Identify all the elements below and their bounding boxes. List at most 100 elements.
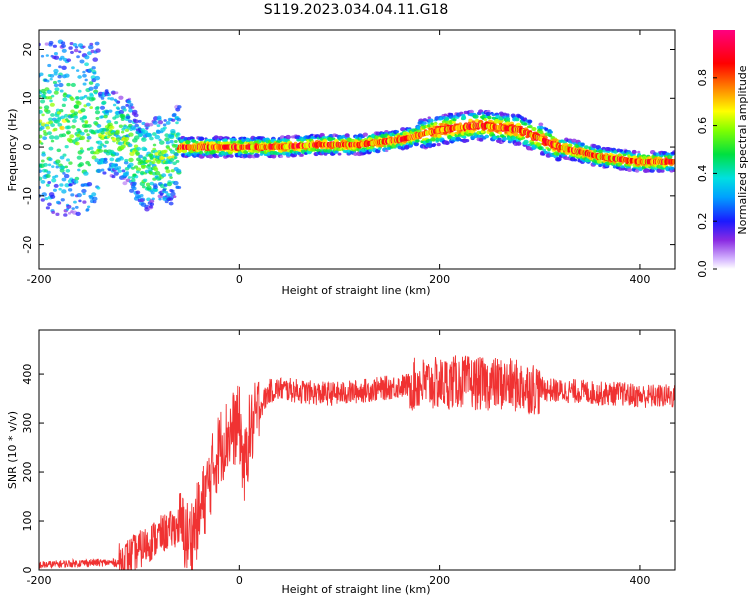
- spectral-cell: [91, 66, 96, 70]
- snr-frame: [38, 329, 676, 571]
- spectral-cell: [617, 153, 622, 157]
- spectral-cell: [627, 168, 633, 173]
- spectral-cell: [159, 155, 165, 161]
- spectral-cell: [47, 63, 52, 68]
- spectral-cell: [465, 138, 470, 143]
- spectral-cell: [122, 108, 127, 112]
- spectral-cell: [130, 166, 135, 170]
- spectral-cell: [368, 148, 373, 152]
- spectral-cell: [39, 185, 42, 190]
- spectral-cell: [137, 119, 142, 123]
- spectral-cell: [131, 178, 136, 182]
- spectral-cell: [86, 135, 92, 140]
- spectral-cell: [118, 95, 124, 100]
- spectral-cell: [57, 79, 61, 83]
- spectral-cell: [56, 148, 62, 153]
- spectral-cell: [428, 118, 434, 123]
- spectral-cell: [48, 117, 53, 122]
- spectral-cell: [458, 122, 462, 126]
- spectral-cell: [136, 146, 142, 151]
- spectral-cell: [177, 105, 182, 109]
- spectral-cell: [536, 142, 542, 147]
- spectral-cell: [80, 108, 86, 113]
- spectral-cell: [53, 90, 59, 95]
- spectral-cell: [53, 55, 60, 60]
- spectral-cell: [103, 157, 108, 161]
- spectral-cell: [59, 183, 64, 187]
- spectral-cell: [108, 168, 112, 172]
- spectral-cell: [91, 192, 97, 197]
- y-tick-label: 10: [21, 91, 34, 105]
- colorbar-tick-label: 0.8: [696, 69, 709, 87]
- spectral-cell: [74, 205, 79, 209]
- spectral-cell: [159, 140, 165, 145]
- spectral-cell: [53, 135, 60, 140]
- spectral-cell: [133, 113, 139, 118]
- spectral-cell: [175, 132, 181, 137]
- spectral-cell: [173, 139, 178, 144]
- spectral-cell: [68, 46, 73, 50]
- spectral-cell: [473, 114, 479, 119]
- spectral-cell: [165, 141, 170, 145]
- spectral-cell: [149, 205, 153, 209]
- spectral-cell: [154, 170, 161, 176]
- spectral-cell: [82, 70, 86, 74]
- spectral-cell: [103, 149, 108, 153]
- spectral-cell: [523, 117, 527, 121]
- spectral-cell: [50, 113, 55, 117]
- spectral-cell: [55, 200, 61, 205]
- spectral-cell: [73, 48, 79, 53]
- spectral-cell: [78, 50, 82, 54]
- spectral-cell: [113, 171, 119, 176]
- colorbar-tick-label: 0.6: [696, 117, 709, 135]
- spectral-cell: [46, 170, 51, 175]
- spectral-cell: [523, 139, 529, 145]
- spectral-cell: [77, 89, 82, 93]
- spectral-cell: [516, 141, 522, 146]
- spectral-cell: [48, 157, 53, 162]
- spectral-cell: [103, 144, 107, 148]
- spectral-cell: [116, 107, 121, 111]
- spectral-cell: [159, 193, 164, 196]
- spectral-cell: [170, 129, 176, 134]
- spectral-cell: [114, 114, 120, 119]
- spectral-cell: [143, 147, 148, 152]
- spectral-cell: [252, 149, 257, 153]
- spectral-cell: [84, 121, 88, 125]
- spectral-cell: [163, 119, 167, 122]
- spectral-cell: [68, 182, 73, 187]
- spectral-cell: [166, 181, 173, 187]
- spectral-cell: [49, 102, 55, 107]
- spectral-cell: [55, 165, 60, 169]
- spectral-cell: [57, 74, 62, 79]
- spectral-cell: [108, 109, 113, 113]
- spectral-cell: [84, 62, 89, 67]
- spectral-cell: [113, 163, 119, 168]
- spectral-cell: [51, 94, 55, 98]
- spectral-cell: [152, 120, 158, 125]
- spectral-cell: [39, 169, 43, 174]
- spectral-cell: [82, 45, 86, 49]
- x-tick-label: -200: [27, 574, 52, 587]
- spectral-cell: [133, 135, 140, 140]
- spectral-cell: [89, 146, 94, 150]
- spectral-cell: [76, 55, 80, 59]
- spectral-cell: [155, 130, 161, 135]
- spectral-cell: [164, 137, 170, 142]
- spectral-cell: [573, 158, 578, 162]
- spectral-cell: [60, 115, 66, 120]
- spectral-cell: [107, 97, 111, 100]
- spectral-cell: [65, 168, 71, 173]
- y-tick-label: 400: [21, 364, 34, 385]
- spectral-cell: [127, 143, 133, 148]
- spectral-cell: [98, 148, 104, 153]
- spectral-cell: [85, 208, 90, 211]
- spectral-cell: [491, 113, 496, 117]
- spectral-cell: [48, 40, 54, 45]
- spectral-cell: [60, 165, 66, 170]
- spectral-cell: [42, 162, 48, 167]
- spectral-cell: [45, 173, 51, 178]
- spectral-cell: [168, 197, 173, 201]
- spectral-cell: [59, 89, 64, 93]
